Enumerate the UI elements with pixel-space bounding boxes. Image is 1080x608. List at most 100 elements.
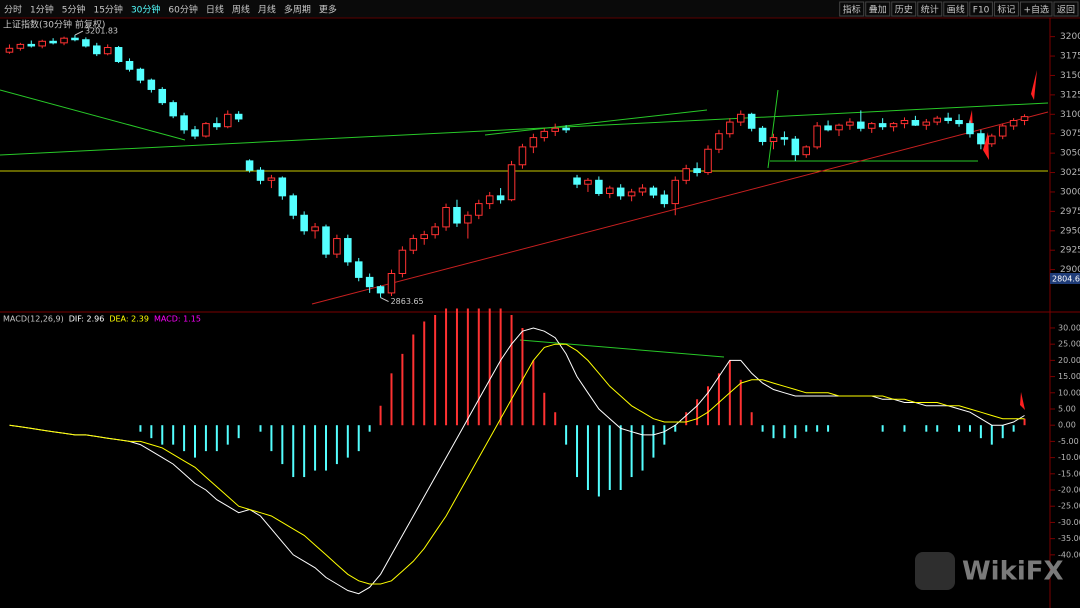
toolbar-tab[interactable]: 周线 [232, 4, 250, 16]
candle-body [900, 120, 909, 125]
toolbar-tab[interactable]: 日线 [206, 4, 224, 16]
candle-body [988, 135, 996, 145]
toolbar-tab[interactable]: 更多 [319, 4, 337, 16]
cursor-label: 2804.6 [1052, 275, 1080, 284]
candle-body [169, 102, 177, 117]
candle-body [245, 160, 254, 171]
toolbar-tab[interactable]: 60分钟 [168, 4, 197, 16]
toolbar-button[interactable]: 返回 [1057, 4, 1075, 16]
candle-body [93, 45, 101, 55]
candle-body [769, 137, 778, 142]
y-tick-label: 2925 [1060, 246, 1080, 256]
trendline [767, 89, 779, 169]
candle-body [344, 238, 352, 263]
candle-body [82, 39, 90, 47]
toolbar-button-frame [1053, 1, 1079, 17]
candle-body [49, 40, 57, 44]
annotation-leader [380, 297, 389, 303]
toolbar-tab[interactable]: 15分钟 [93, 4, 122, 16]
candle-body [191, 129, 199, 137]
candle-body [824, 125, 832, 131]
y-tick-label: 2900 [1060, 265, 1080, 275]
candle-body [409, 238, 418, 251]
y-tick-label: 15.00 [1058, 372, 1080, 381]
toolbar-tab[interactable]: 1分钟 [30, 4, 54, 16]
candle-body [431, 226, 439, 236]
y-tick-label: 5.00 [1058, 404, 1076, 413]
arrow [983, 132, 989, 160]
candle-body [922, 121, 931, 126]
candle-body [354, 261, 363, 278]
trendline [0, 89, 186, 141]
candle-body [278, 177, 287, 197]
y-tick-label: 10.00 [1058, 388, 1080, 397]
candle-body [802, 146, 811, 156]
watermark: WikiFX [915, 552, 1064, 590]
trendline [484, 109, 708, 136]
toolbar-button-frame [891, 1, 917, 17]
y-tick-label: 0.00 [1058, 421, 1076, 430]
candle-body [365, 276, 374, 288]
watermark-logo [915, 552, 955, 590]
toolbar-button[interactable]: 画线 [947, 4, 965, 16]
candle-body [638, 187, 647, 193]
y-tick-label: 3175 [1060, 52, 1080, 62]
candle-body [71, 37, 79, 41]
candle-body [813, 125, 821, 148]
candle-body [606, 187, 614, 195]
macd-legend: DEA: 2.39 [109, 315, 149, 324]
toolbar-button[interactable]: 指标 [843, 4, 861, 16]
toolbar-button-frame [917, 1, 943, 17]
candle-body [551, 127, 559, 132]
candle-body [1009, 120, 1018, 127]
candle-body [518, 146, 527, 166]
candle-body [835, 124, 843, 131]
annotation: 2863.65 [391, 297, 424, 306]
toolbar-button-frame [1019, 1, 1053, 17]
trendline [519, 339, 725, 358]
toolbar-tab[interactable]: 月线 [258, 4, 276, 16]
candle-body [704, 148, 712, 174]
toolbar-button[interactable]: 历史 [895, 4, 913, 16]
toolbar-tab[interactable]: 多周期 [284, 4, 311, 16]
y-tick-label: 3050 [1060, 149, 1080, 159]
candle-body [889, 123, 898, 128]
toolbar-tab[interactable]: 30分钟 [131, 4, 160, 16]
candle-body [5, 47, 14, 53]
candle-body [398, 249, 407, 275]
y-tick-label: 3075 [1060, 129, 1080, 139]
y-tick-label: 25.00 [1058, 340, 1080, 349]
candle-body [758, 127, 767, 142]
macd-legend: MACD(12,26,9) [3, 315, 64, 324]
toolbar-button-frame [839, 1, 865, 17]
toolbar-button[interactable]: F10 [973, 6, 990, 16]
candle-body [693, 168, 701, 174]
candle-body [878, 123, 887, 128]
y-tick-label: 3025 [1060, 168, 1080, 178]
y-tick-label: -10.00 [1058, 453, 1080, 462]
macd-legend: DIF: 2.96 [69, 315, 105, 324]
candle-body [387, 273, 396, 294]
candle-body [540, 130, 549, 139]
toolbar-button[interactable]: 叠加 [869, 5, 887, 16]
toolbar-button[interactable]: 标记 [997, 4, 1015, 16]
toolbar [0, 0, 1080, 18]
annotation: 3201.83 [85, 27, 118, 36]
candle-body [234, 113, 243, 120]
candle-body [376, 286, 385, 294]
candle-body [736, 113, 745, 123]
candle-body [475, 203, 483, 216]
candle-body [300, 214, 308, 232]
toolbar-button[interactable]: 统计 [921, 4, 939, 16]
candle-body [507, 164, 516, 201]
dea-line [9, 343, 1025, 585]
arrow [1020, 392, 1025, 410]
candle-body [60, 37, 68, 44]
candle-body [136, 68, 145, 81]
toolbar-button[interactable]: +自选 [1023, 4, 1049, 16]
toolbar-tab[interactable]: 分时 [4, 4, 22, 16]
candle-body [333, 238, 341, 255]
candle-body [202, 123, 210, 137]
toolbar-tab[interactable]: 5分钟 [62, 4, 86, 16]
